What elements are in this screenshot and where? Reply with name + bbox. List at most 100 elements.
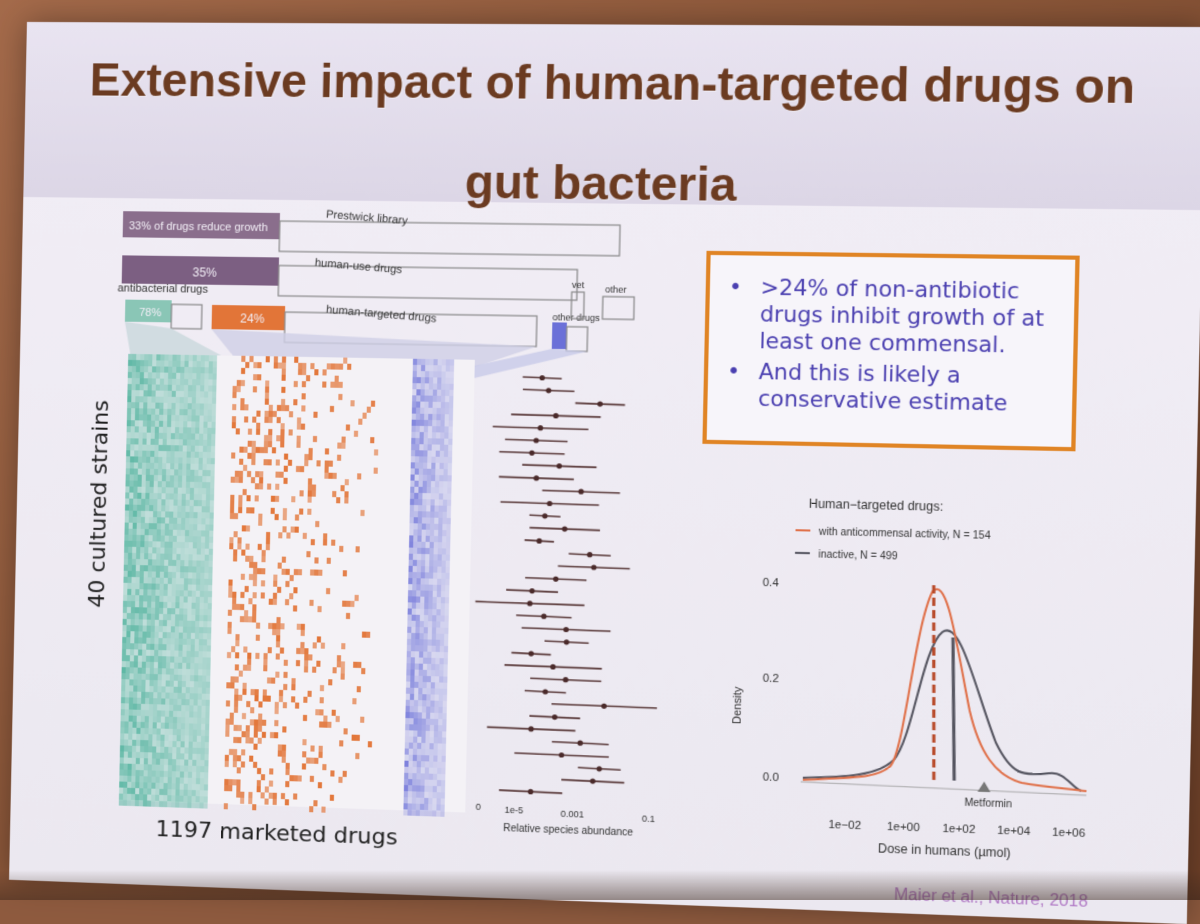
heatmap-cell xyxy=(429,749,433,755)
heatmap-cell xyxy=(224,785,228,791)
heatmap-cell xyxy=(147,601,151,607)
heatmap-cell xyxy=(181,699,185,705)
heatmap-cell xyxy=(430,731,434,737)
heatmap-cell xyxy=(147,583,151,589)
heatmap-cell xyxy=(436,810,440,816)
heatmap-cell xyxy=(123,800,127,806)
heatmap-cell xyxy=(142,644,146,650)
heatmap-cell xyxy=(197,554,201,560)
density-y-tick-0.4: 0.4 xyxy=(763,577,779,590)
heatmap-cell xyxy=(124,745,128,751)
heatmap-cell xyxy=(333,473,337,479)
heatmap-cell xyxy=(441,792,445,798)
heatmap-cell xyxy=(127,589,131,595)
heatmap-cell xyxy=(202,694,206,700)
heatmap-cell xyxy=(162,644,166,650)
heatmap-cell xyxy=(165,499,169,505)
heatmap-cell xyxy=(308,454,312,460)
heatmap-cell xyxy=(201,542,205,548)
heatmap-cell xyxy=(238,507,242,513)
projector-shadow xyxy=(0,870,1200,900)
heatmap-cell xyxy=(412,767,416,773)
heatmap-cell xyxy=(128,728,132,734)
heatmap-cell xyxy=(190,500,194,506)
heatmap-cell xyxy=(245,362,249,368)
heatmap-cell xyxy=(212,416,216,422)
heatmap-cell xyxy=(174,457,178,463)
heatmap-cell xyxy=(121,709,125,715)
heatmap-cell xyxy=(436,804,440,810)
heatmap-cell xyxy=(177,512,181,518)
heatmap-cell xyxy=(150,656,154,662)
heatmap-cell xyxy=(190,687,194,693)
heatmap-cell xyxy=(274,356,278,362)
heatmap-cell xyxy=(195,446,199,452)
heatmap-cell xyxy=(429,560,433,566)
heatmap-cell xyxy=(157,704,161,710)
heatmap-cell xyxy=(438,542,442,548)
heatmap-cell xyxy=(245,556,249,562)
heatmap-cell xyxy=(138,457,142,463)
heatmap-cell xyxy=(433,755,437,761)
heatmap-cell xyxy=(333,667,337,673)
heatmap-cell xyxy=(434,530,438,536)
heatmap-cell xyxy=(417,566,421,572)
heatmap-cell xyxy=(159,789,163,795)
heatmap-cell xyxy=(432,633,436,639)
heatmap-cell xyxy=(433,573,437,579)
heatmap-cell xyxy=(170,687,174,693)
heatmap-cell xyxy=(437,774,441,780)
heatmap-cell xyxy=(425,755,429,761)
heatmap-cell xyxy=(412,810,416,816)
forest-point xyxy=(597,401,603,406)
heatmap-cell xyxy=(313,436,317,442)
heatmap-cell xyxy=(184,566,188,572)
heatmap-cell xyxy=(165,729,169,735)
heatmap-cell xyxy=(426,517,430,523)
heatmap-cell xyxy=(327,558,331,564)
heatmap-cell xyxy=(449,390,453,396)
heatmap-cell xyxy=(180,771,184,777)
heatmap-cell xyxy=(177,506,181,512)
heatmap-cell xyxy=(301,405,305,411)
heatmap-cell xyxy=(128,571,132,577)
heatmap-cell xyxy=(437,597,441,603)
heatmap-cell xyxy=(258,713,262,719)
heatmap-cell xyxy=(275,484,279,490)
heatmap-cell xyxy=(428,615,432,621)
heatmap-cell xyxy=(139,794,143,800)
heatmap-cell xyxy=(151,439,155,445)
heatmap-cell xyxy=(233,386,237,392)
heatmap-cell xyxy=(267,696,271,702)
heatmap-cell xyxy=(266,532,270,538)
heatmap-cell xyxy=(172,590,176,596)
heatmap-cell xyxy=(413,535,417,541)
heatmap-cell xyxy=(437,402,441,408)
heatmap-cell xyxy=(183,639,187,645)
heatmap-cell xyxy=(339,364,343,370)
heatmap-cell xyxy=(124,571,128,577)
heatmap-cell xyxy=(169,505,173,511)
heatmap-cell xyxy=(193,512,197,518)
heatmap-cell xyxy=(185,548,189,554)
forest-point xyxy=(534,475,540,480)
heatmap-cell xyxy=(414,688,418,694)
heatmap-cell xyxy=(211,440,215,446)
heatmap-cell xyxy=(191,415,195,421)
heatmap-cell xyxy=(145,686,149,692)
heatmap-cell xyxy=(200,778,204,784)
heatmap-cell xyxy=(182,470,186,476)
heatmap-cell xyxy=(144,746,148,752)
heatmap-cell xyxy=(129,493,133,499)
heatmap-cell xyxy=(128,553,132,559)
heatmap-cell xyxy=(169,729,173,735)
heatmap-cell xyxy=(184,560,188,566)
heatmap-cell xyxy=(128,541,132,547)
heatmap-cell xyxy=(445,591,449,597)
heatmap-cell xyxy=(207,458,211,464)
heatmap-cell xyxy=(178,645,182,651)
heatmap-cell xyxy=(124,752,128,758)
heatmap-cell xyxy=(448,469,452,475)
heatmap-cell xyxy=(273,581,277,587)
heatmap-cell xyxy=(243,646,247,652)
